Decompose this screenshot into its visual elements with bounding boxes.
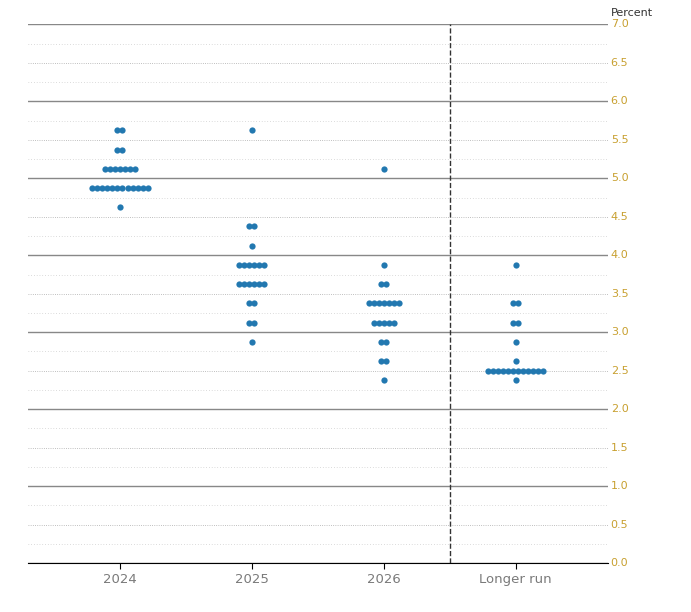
Text: 7.0: 7.0 bbox=[611, 20, 629, 29]
Text: 1.5: 1.5 bbox=[611, 442, 628, 453]
Text: 5.0: 5.0 bbox=[611, 173, 628, 184]
Text: 3.0: 3.0 bbox=[611, 327, 628, 337]
Text: 0.0: 0.0 bbox=[611, 558, 628, 568]
Text: 2.0: 2.0 bbox=[611, 404, 629, 414]
Text: 5.5: 5.5 bbox=[611, 135, 628, 145]
Text: 6.5: 6.5 bbox=[611, 58, 628, 68]
Text: 4.0: 4.0 bbox=[611, 250, 629, 260]
Text: 3.5: 3.5 bbox=[611, 289, 628, 299]
Text: 4.5: 4.5 bbox=[611, 212, 629, 222]
Text: 1.0: 1.0 bbox=[611, 481, 628, 491]
Text: 0.5: 0.5 bbox=[611, 520, 628, 529]
Text: 6.0: 6.0 bbox=[611, 97, 628, 106]
Text: 2.5: 2.5 bbox=[611, 366, 629, 376]
Text: Percent: Percent bbox=[611, 9, 653, 18]
